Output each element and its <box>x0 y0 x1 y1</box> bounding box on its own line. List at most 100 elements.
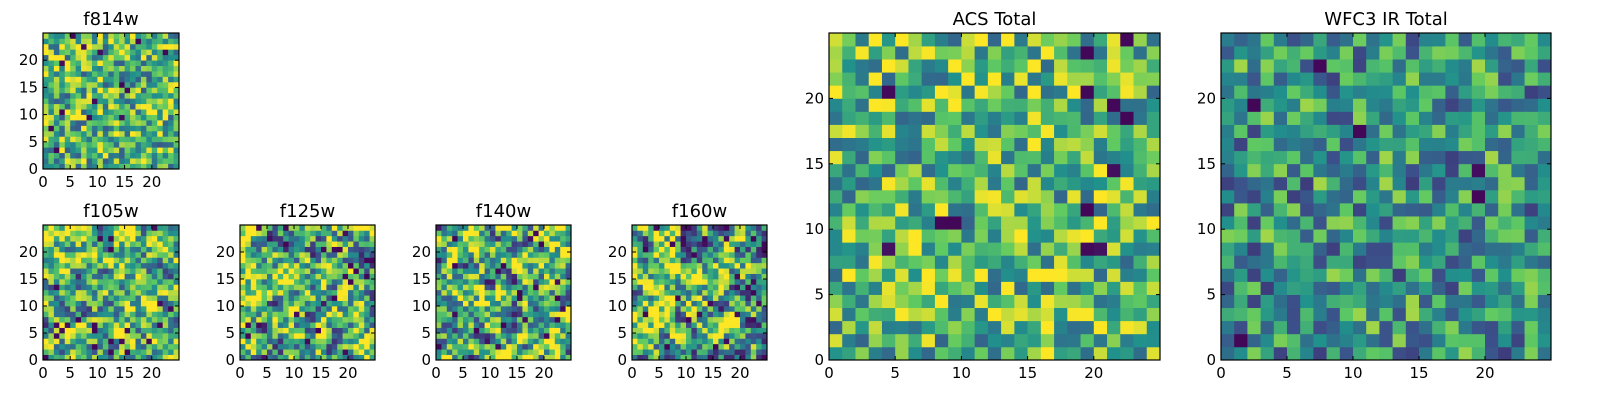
heatmap-cell <box>533 354 539 361</box>
heatmap-cell <box>1247 242 1261 256</box>
y-tick-label: 10 <box>1197 220 1216 238</box>
heatmap-cell <box>479 268 485 274</box>
heatmap-cell <box>527 225 534 231</box>
heatmap-cell <box>157 235 164 242</box>
heatmap-cell <box>713 289 719 296</box>
heatmap-cell <box>1040 203 1055 217</box>
heatmap-cell <box>48 38 55 45</box>
heatmap-cell <box>436 316 442 323</box>
heatmap-cell <box>245 311 252 318</box>
heatmap-cell <box>299 354 306 361</box>
heatmap-cell <box>1133 333 1148 348</box>
heatmap-cell <box>124 289 131 296</box>
heatmap-cell <box>1353 229 1367 243</box>
heatmap-cell <box>1133 85 1148 99</box>
y-tick-label: 5 <box>617 324 627 342</box>
heatmap-cell <box>64 33 71 39</box>
heatmap-cell <box>64 311 71 318</box>
heatmap-cell <box>75 349 82 355</box>
heatmap-cell <box>1054 242 1068 256</box>
heatmap-cell <box>43 60 49 66</box>
heatmap-cell <box>934 124 949 138</box>
heatmap-cell <box>113 87 120 94</box>
heatmap-cell <box>119 273 125 280</box>
heatmap-cell <box>756 300 762 307</box>
heatmap-cell <box>304 246 311 253</box>
heatmap-cell <box>146 147 153 154</box>
heatmap-cell <box>511 343 518 350</box>
heatmap-cell <box>81 33 87 39</box>
heatmap-cell <box>119 252 125 258</box>
heatmap-cell <box>102 338 109 345</box>
heatmap-cell <box>53 49 60 56</box>
heatmap-cell <box>511 252 518 258</box>
heatmap-cell <box>948 137 962 152</box>
heatmap-cell <box>490 235 496 242</box>
x-tick-label: 15 <box>115 364 134 382</box>
heatmap-cell <box>86 343 93 350</box>
heatmap-cell <box>91 71 98 77</box>
heatmap-cell <box>140 273 147 280</box>
heatmap-cell <box>315 316 322 323</box>
heatmap-cell <box>1221 46 1235 60</box>
heatmap-cell <box>468 225 475 231</box>
heatmap-cell <box>294 230 300 237</box>
heatmap-cell <box>468 343 475 350</box>
heatmap-cell <box>1405 242 1420 256</box>
heatmap-cell <box>544 338 550 345</box>
heatmap-cell <box>642 327 649 334</box>
heatmap-cell <box>533 284 539 291</box>
heatmap-cell <box>669 343 676 350</box>
heatmap-cell <box>168 316 174 323</box>
heatmap-cell <box>1260 255 1275 269</box>
heatmap-cell <box>113 284 120 291</box>
heatmap-cell <box>364 246 370 253</box>
axes-frame-f160w <box>631 224 768 361</box>
heatmap-cell <box>140 257 147 264</box>
heatmap-cell <box>680 354 687 361</box>
heatmap-cell <box>479 225 485 231</box>
heatmap-cell <box>113 343 120 350</box>
heatmap-cell <box>934 137 949 152</box>
heatmap-cell <box>1014 46 1028 60</box>
heatmap-cell <box>881 216 896 230</box>
heatmap-cell <box>272 322 279 328</box>
heatmap-cell <box>1300 98 1314 112</box>
heatmap-cell <box>102 268 109 274</box>
heatmap-cell <box>642 311 649 318</box>
heatmap-cells-f140w <box>436 225 572 361</box>
heatmap-cell <box>511 235 518 242</box>
heatmap-cell <box>653 289 660 296</box>
heatmap-cell <box>881 163 896 178</box>
heatmap-cell <box>500 273 507 280</box>
heatmap-cell <box>353 322 360 328</box>
heatmap-cell <box>675 327 681 334</box>
heatmap-cell <box>1353 150 1367 165</box>
heatmap-cell <box>1067 333 1081 348</box>
heatmap-cell <box>277 284 284 291</box>
heatmap-cell <box>75 343 82 350</box>
heatmap-cell <box>1067 294 1081 309</box>
heatmap-cell <box>119 241 125 247</box>
heatmap-cell <box>1392 111 1407 125</box>
heatmap-cell <box>490 273 496 280</box>
heatmap-cell <box>91 43 98 50</box>
heatmap-cell <box>81 54 87 61</box>
heatmap-cell <box>157 241 164 247</box>
heatmap-cell <box>761 273 768 280</box>
heatmap-cell <box>70 289 76 296</box>
heatmap-cell <box>86 311 93 318</box>
heatmap-cell <box>921 229 936 243</box>
heatmap-cell <box>162 306 169 312</box>
heatmap-cell <box>108 109 115 115</box>
heatmap-cell <box>162 268 169 274</box>
heatmap-cell <box>119 284 125 291</box>
heatmap-cell <box>162 87 169 94</box>
heatmap-cell <box>173 103 180 110</box>
y-tick-label: 20 <box>608 243 627 261</box>
heatmap-cell <box>948 333 962 348</box>
heatmap-cell <box>934 72 949 86</box>
heatmap-cell <box>1221 176 1235 191</box>
heatmap-cell <box>538 354 545 361</box>
heatmap-cell <box>1300 294 1314 309</box>
